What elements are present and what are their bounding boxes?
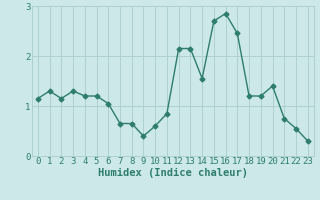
X-axis label: Humidex (Indice chaleur): Humidex (Indice chaleur) xyxy=(98,168,248,178)
